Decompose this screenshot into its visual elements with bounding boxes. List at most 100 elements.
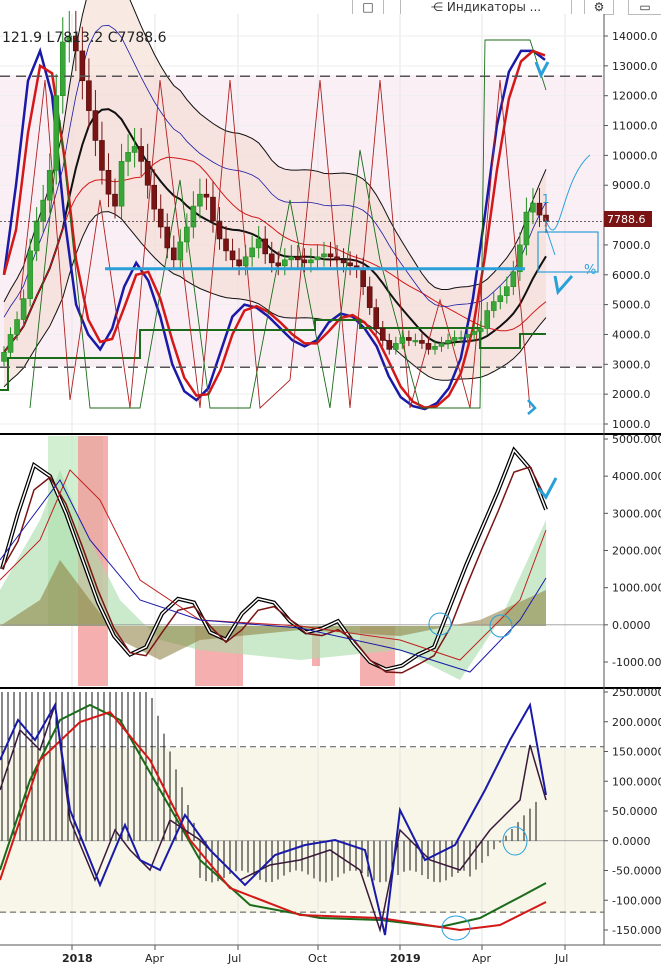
candle-body <box>523 211 530 246</box>
price-tick-label: 6000.0 <box>612 269 651 282</box>
candle-body <box>471 331 477 335</box>
candle-body <box>184 226 190 243</box>
candle-body <box>112 193 118 207</box>
candle-body <box>242 256 249 267</box>
candle-body <box>327 253 334 258</box>
candle-body <box>40 199 46 222</box>
candle-body <box>99 140 105 171</box>
bot-tick-label: -100.0000 <box>612 894 661 907</box>
candle-body <box>419 340 425 344</box>
candle-body <box>151 184 157 210</box>
mid-tick-label: -1000.0000 <box>612 656 661 669</box>
candle-body <box>510 271 517 288</box>
candle-body <box>14 319 20 335</box>
candle-body <box>190 205 197 228</box>
candle-body <box>275 262 282 267</box>
stoch-blue-line <box>2 46 546 411</box>
candle-body <box>216 220 223 240</box>
candle-body <box>170 247 177 261</box>
candle-body <box>33 220 40 252</box>
ma-red-thin-line <box>3 156 547 353</box>
bot-circle-2 <box>502 826 528 856</box>
panel-button[interactable]: ▭ <box>628 0 661 15</box>
horizontal-levels <box>0 75 604 369</box>
x-tick-label: Apr <box>472 952 492 965</box>
candle-body <box>59 41 66 96</box>
candle-body <box>229 250 236 261</box>
candle-body <box>223 238 229 252</box>
candle-body <box>438 343 445 347</box>
candle-body <box>46 170 53 201</box>
candle-body <box>131 146 138 153</box>
mid-black-line-inner <box>1 448 547 671</box>
mid-tick-label: 0.0000 <box>612 619 651 632</box>
mid-olive-area <box>0 560 546 660</box>
candle-body <box>92 110 99 141</box>
x-tick-label: Oct <box>308 952 328 965</box>
candle-body <box>530 202 536 213</box>
candle-body <box>7 334 14 353</box>
bot-tick-label: -50.0000 <box>612 865 661 878</box>
time-axis[interactable]: 2018 Apr Jul Oct 2019 Apr Jul <box>62 945 568 965</box>
x-tick-label: Jul <box>554 952 568 965</box>
candle-body <box>484 310 491 329</box>
price-tick-label: 14000.0 <box>612 30 658 43</box>
candle-body <box>347 262 353 267</box>
one-label: 1 <box>542 192 550 206</box>
middle-oscillator-panel <box>0 436 604 686</box>
projection-arrow-down <box>544 224 556 256</box>
candle-body <box>477 328 484 332</box>
x-tick-label: 2018 <box>62 952 93 965</box>
candle-body <box>288 256 295 261</box>
price-axis[interactable]: 14000.0 13000.0 12000.0 11000.0 10000.0 9000.… <box>604 30 658 431</box>
candle-body <box>197 193 203 207</box>
candle-body <box>255 238 262 249</box>
candle-body <box>1 352 7 362</box>
candle-body <box>386 340 393 350</box>
candle-body <box>164 226 171 249</box>
x-tick-label: Jul <box>227 952 241 965</box>
candle-body <box>66 35 73 43</box>
candle-body <box>210 196 216 222</box>
candle-body <box>432 346 438 350</box>
gear-icon: ⚙ <box>593 0 605 14</box>
mid-check-mark <box>536 477 558 500</box>
candle-body <box>236 259 242 267</box>
arrow-mark-bottom <box>527 399 537 415</box>
candle-body <box>490 301 497 311</box>
candle-body <box>177 241 184 261</box>
bot-tick-label: -150.0000 <box>612 924 661 937</box>
mid-tick-label: 4000.0000 <box>612 470 661 483</box>
candle-body <box>504 286 510 296</box>
middle-axis[interactable]: 5000.0000 4000.0000 3000.0000 2000.0000 1000… <box>604 433 661 669</box>
candle-body <box>144 161 151 186</box>
bot-tick-label: 50.0000 <box>612 805 658 818</box>
bot-darkpurple-line <box>0 704 547 933</box>
candle-body <box>425 343 432 350</box>
candle-body <box>20 298 27 320</box>
price-tick-label: 5000.0 <box>612 299 651 312</box>
bottom-axis[interactable]: 250.0000 200.0000 150.0000 100.0000 50.0000 0… <box>604 686 661 937</box>
mid-tick-label: 1000.0000 <box>612 582 661 595</box>
bot-circle-1 <box>441 915 471 941</box>
mid-tick-label: 3000.0000 <box>612 507 661 520</box>
candle-body <box>27 250 33 299</box>
bottom-band-bg <box>0 748 604 913</box>
price-tick-label: 10000.0 <box>612 149 658 162</box>
stoch-red-line <box>2 49 546 409</box>
candle-body <box>406 337 412 341</box>
candle-body <box>125 152 131 162</box>
candle-body <box>53 95 60 171</box>
bot-tick-label: 150.0000 <box>612 746 661 759</box>
thin-green-osc <box>29 39 547 409</box>
price-tick-label: 9000.0 <box>612 179 651 192</box>
step-green-line <box>0 319 546 391</box>
x-tick-label: 2019 <box>390 952 421 965</box>
candle-body <box>138 146 144 162</box>
annotations: %1 <box>527 61 599 415</box>
candle-body <box>399 337 406 344</box>
candle-body <box>393 343 399 350</box>
candle-body <box>321 253 327 258</box>
candle-body <box>334 256 340 261</box>
